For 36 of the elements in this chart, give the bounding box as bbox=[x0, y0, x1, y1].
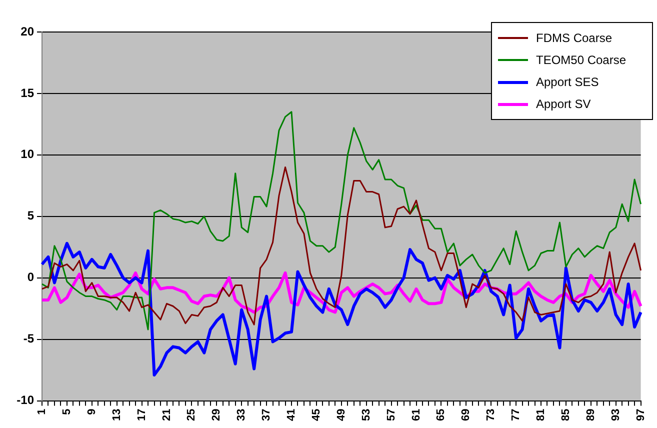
x-tick-label: 33 bbox=[236, 408, 248, 422]
x-tick-label: 13 bbox=[110, 408, 123, 422]
x-tick-label: 73 bbox=[485, 408, 498, 422]
x-tick-label: 29 bbox=[210, 408, 223, 422]
x-tick-label: 53 bbox=[360, 408, 372, 422]
legend-label: Apport SES bbox=[536, 75, 599, 89]
x-tick-label: 61 bbox=[410, 408, 422, 422]
x-tick-label: 37 bbox=[260, 408, 273, 422]
x-tick-label: 57 bbox=[385, 408, 398, 422]
x-tick-label: 93 bbox=[610, 408, 622, 422]
y-tick-label: 10 bbox=[20, 147, 34, 162]
y-tick-label: 20 bbox=[20, 24, 34, 38]
x-tick-label: 45 bbox=[310, 408, 322, 422]
x-tick-label: 41 bbox=[286, 408, 298, 422]
x-tick-label: 9 bbox=[86, 408, 98, 415]
x-tick-label: 89 bbox=[584, 408, 597, 422]
x-tick-label: 65 bbox=[435, 408, 448, 422]
legend-label: TEOM50 Coarse bbox=[536, 53, 626, 67]
x-tick-label: 97 bbox=[634, 408, 647, 422]
x-tick-label: 5 bbox=[60, 408, 73, 415]
legend-label: Apport SV bbox=[536, 97, 591, 111]
x-tick-label: 77 bbox=[510, 408, 522, 422]
x-tick-label: 21 bbox=[160, 408, 173, 422]
legend-label: FDMS Coarse bbox=[536, 31, 612, 45]
y-tick-label: 5 bbox=[27, 208, 34, 223]
x-tick-label: 49 bbox=[335, 408, 348, 422]
x-tick-label: 25 bbox=[186, 408, 198, 422]
y-tick-label: 0 bbox=[27, 270, 34, 284]
y-tick-label: -5 bbox=[23, 332, 34, 346]
x-tick-label: 85 bbox=[560, 408, 572, 422]
x-tick-label: 17 bbox=[136, 408, 148, 422]
y-tick-label: -10 bbox=[16, 393, 34, 408]
x-tick-label: 81 bbox=[535, 408, 548, 422]
y-tick-label: 15 bbox=[20, 86, 34, 100]
x-tick-label: 1 bbox=[36, 408, 48, 415]
x-tick-label: 69 bbox=[460, 408, 472, 422]
